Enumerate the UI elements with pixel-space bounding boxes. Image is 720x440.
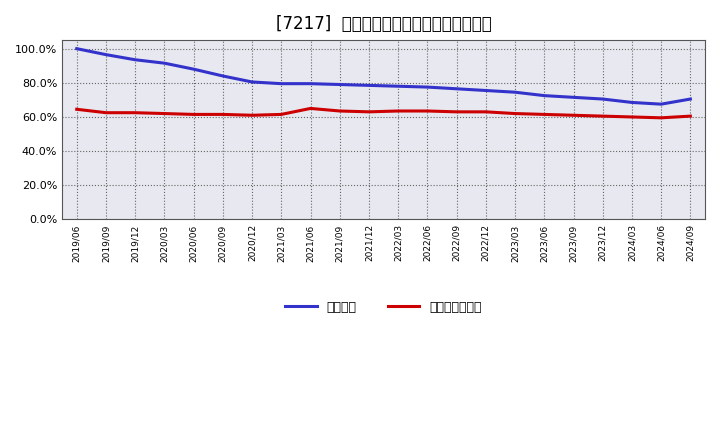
固定比率 (423, 84, 432, 90)
固定長期適合率 (306, 106, 315, 111)
固定比率 (657, 102, 665, 107)
固定比率 (628, 100, 636, 105)
固定長期適合率 (482, 109, 490, 114)
固定比率 (160, 61, 168, 66)
固定比率 (598, 96, 607, 102)
固定長期適合率 (657, 115, 665, 121)
固定比率 (277, 81, 286, 86)
Line: 固定長期適合率: 固定長期適合率 (77, 108, 690, 118)
固定長期適合率 (277, 112, 286, 117)
Line: 固定比率: 固定比率 (77, 49, 690, 104)
固定長期適合率 (598, 114, 607, 119)
固定比率 (218, 73, 227, 79)
固定長期適合率 (628, 114, 636, 120)
固定比率 (248, 79, 256, 84)
固定比率 (570, 95, 578, 100)
固定比率 (686, 96, 695, 102)
固定比率 (482, 88, 490, 93)
固定比率 (336, 82, 344, 87)
固定比率 (306, 81, 315, 86)
固定比率 (540, 93, 549, 98)
固定長期適合率 (510, 111, 519, 116)
固定長期適合率 (73, 106, 81, 112)
固定長期適合率 (364, 109, 373, 114)
固定比率 (102, 52, 110, 57)
固定比率 (452, 86, 461, 92)
固定長期適合率 (248, 113, 256, 118)
固定長期適合率 (394, 108, 402, 114)
固定長期適合率 (686, 114, 695, 119)
固定比率 (131, 57, 140, 62)
固定比率 (364, 83, 373, 88)
固定長期適合率 (218, 112, 227, 117)
固定長期適合率 (452, 109, 461, 114)
Legend: 固定比率, 固定長期適合率: 固定比率, 固定長期適合率 (285, 301, 482, 314)
固定長期適合率 (160, 111, 168, 116)
固定長期適合率 (570, 113, 578, 118)
固定比率 (73, 46, 81, 51)
固定比率 (189, 66, 198, 72)
固定比率 (394, 84, 402, 89)
固定長期適合率 (102, 110, 110, 115)
固定長期適合率 (540, 112, 549, 117)
固定長期適合率 (336, 108, 344, 114)
固定長期適合率 (189, 112, 198, 117)
Title: [7217]  固定比率、固定長期適合率の推移: [7217] 固定比率、固定長期適合率の推移 (276, 15, 492, 33)
固定長期適合率 (131, 110, 140, 115)
固定長期適合率 (423, 108, 432, 114)
固定比率 (510, 90, 519, 95)
